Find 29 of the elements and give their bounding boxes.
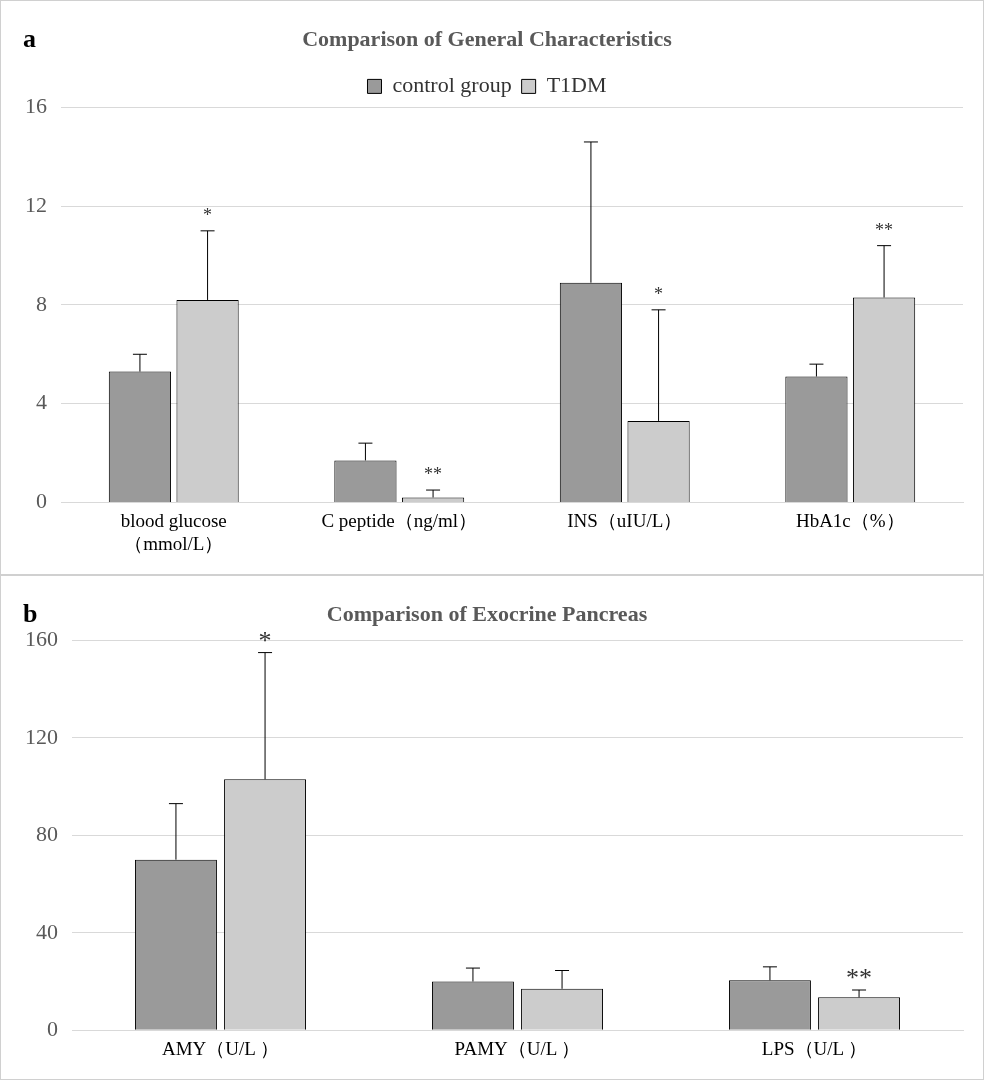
- y-tick-label: 120: [25, 723, 58, 749]
- annotation: **: [846, 963, 873, 992]
- x-tick-label: AMY（U/L ）: [162, 1037, 279, 1059]
- y-tick-label: 40: [36, 918, 58, 944]
- annotation: **: [875, 219, 894, 240]
- chart-title: Comparison of General Characteristics: [302, 25, 673, 51]
- legend-label: T1DM: [546, 72, 607, 98]
- legend-label: control group: [392, 72, 512, 98]
- x-tick-label: blood glucose（mmol/L）: [120, 509, 227, 554]
- annotation: **: [424, 464, 443, 485]
- x-tick-label: PAMY（U/L ）: [454, 1037, 581, 1059]
- annotation: *: [203, 204, 213, 225]
- text: b: [23, 598, 38, 628]
- y-tick-label: 16: [25, 93, 47, 119]
- annotation: *: [258, 625, 272, 655]
- y-tick-label: 8: [36, 290, 47, 316]
- y-tick-label: 12: [25, 191, 47, 217]
- annotation: *: [654, 283, 664, 304]
- y-tick-label: 0: [47, 1015, 58, 1041]
- x-tick-label: LPS（U/L ）: [761, 1037, 868, 1059]
- y-tick-label: 0: [36, 488, 47, 514]
- y-tick-label: 80: [36, 821, 58, 847]
- x-tick-label: INS（uIU/L）: [567, 509, 683, 531]
- y-tick-label: 4: [36, 389, 47, 415]
- y-tick-label: 160: [25, 626, 58, 652]
- chart-title: Comparison of Exocrine Pancreas: [326, 600, 648, 626]
- text: a: [23, 23, 36, 53]
- x-tick-label: C peptide（ng/ml）: [321, 509, 478, 531]
- x-tick-label: HbA1c（%）: [795, 509, 905, 531]
